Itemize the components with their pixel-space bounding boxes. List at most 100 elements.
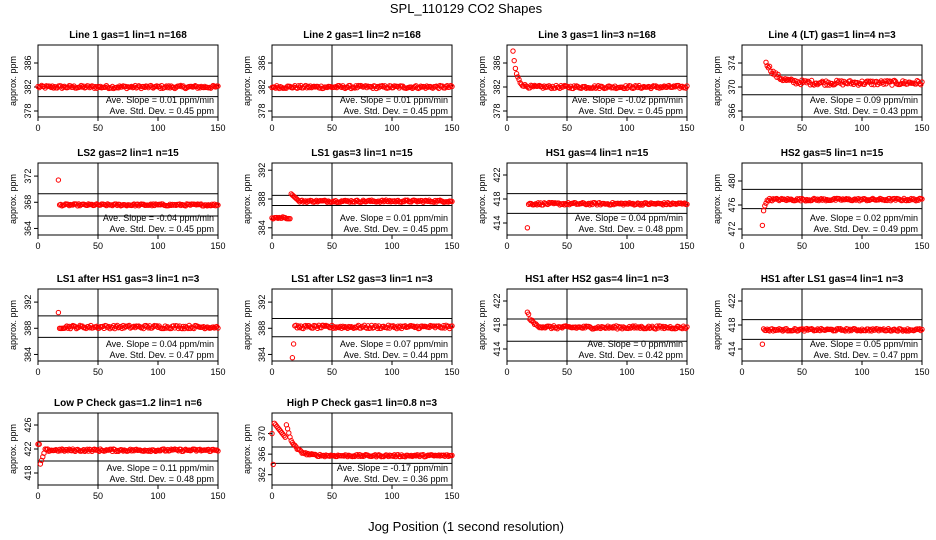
data-point [560,83,567,90]
data-point [585,200,592,207]
data-point [110,323,117,329]
data-point [79,447,86,454]
x-tick-label: 150 [444,367,459,377]
data-point [606,325,612,331]
data-point [275,84,281,91]
y-tick-label: 418 [492,317,502,332]
panel-5: LS2 gas=2 lin=1 n=15 0 50 100 150 364 368 372 ap… [8,148,226,251]
y-tick-label: 382 [257,79,267,94]
data-point [818,196,824,202]
panel-title: Line 1 gas=1 lin=1 n=168 [69,30,187,41]
data-point [150,201,156,207]
y-tick-label: 388 [23,321,33,336]
x-tick-label: 50 [93,491,103,501]
panel-14: High P Check gas=1 lin=0.8 n=3 0 50 100 150 3… [242,398,460,501]
data-point [424,83,430,89]
data-point [445,199,452,205]
std-annotation: Ave. Std. Dev. = 0.47 ppm [814,350,918,360]
y-tick-label: 388 [257,191,267,206]
x-tick-label: 100 [384,491,399,501]
data-point [684,324,690,330]
data-point [440,452,447,458]
data-point [792,77,798,84]
x-tick-label: 50 [327,241,337,251]
data-point [290,341,297,347]
data-point [648,324,654,331]
data-point [513,71,520,77]
data-point [278,84,285,91]
data-point [919,196,925,202]
data-point [765,64,772,71]
x-tick-label: 150 [679,367,694,377]
y-axis-label: approx. ppm [242,300,252,350]
x-tick-label: 100 [619,367,634,377]
y-axis-label: approx. ppm [8,56,18,106]
data-point [448,82,454,89]
data-point [341,324,347,331]
y-tick-label: 366 [727,103,737,118]
data-point [330,325,336,331]
data-point [359,83,365,89]
panel-1: Line 1 gas=1 lin=1 n=168 0 50 100 150 378 382 3… [8,30,226,133]
panel-7: HS1 gas=4 lin=1 n=15 0 50 100 150 414 418 422 ap… [477,148,695,251]
data-point [867,78,874,84]
data-point [656,85,663,91]
data-point [539,325,545,331]
y-axis-label: approx. ppm [712,300,722,350]
slope-annotation: Ave. Slope = 0.02 ppm/min [810,213,918,223]
data-point [813,197,820,203]
data-point [593,200,599,207]
data-point [349,324,356,331]
data-point [203,202,209,208]
data-point [408,84,414,90]
data-point [55,309,62,316]
data-point [343,452,350,458]
data-point [70,202,76,208]
y-tick-label: 378 [492,103,502,118]
x-tick-label: 150 [444,123,459,133]
plot-frame [37,162,219,236]
data-point [918,81,924,88]
data-point [759,222,766,229]
data-point [449,198,455,205]
y-axis-label: approx. ppm [8,174,18,224]
slope-annotation: Ave. Slope = 0.11 ppm/min [107,463,214,473]
data-point [331,324,338,330]
x-tick-label: 0 [35,367,40,377]
plot-frame [741,44,923,118]
data-point [119,84,125,90]
data-point [215,202,221,208]
data-point [870,78,876,85]
data-point [314,325,321,332]
data-point [214,447,220,453]
std-annotation: Ave. Std. Dev. = 0.45 ppm [344,106,448,116]
data-point [515,74,521,80]
y-tick-label: 362 [257,467,267,482]
data-point [849,326,856,333]
plot-frame [506,44,688,118]
data-point [181,84,188,91]
std-annotation: Ave. Std. Dev. = 0.48 ppm [579,224,683,234]
y-tick-label: 422 [23,441,33,456]
data-point [900,328,906,334]
data-point [128,83,135,90]
y-tick-label: 422 [492,167,502,182]
panel-title: HS1 gas=4 lin=1 n=15 [546,148,649,159]
figure-title: SPL_110129 CO2 Shapes [390,1,543,16]
data-point [443,322,449,329]
x-tick-label: 0 [269,367,274,377]
y-axis-label: approx. ppm [712,56,722,106]
panel-8: HS2 gas=5 lin=1 n=15 0 50 100 150 472 476 480 ap… [712,148,930,251]
data-point [818,79,824,86]
panel-11: HS1 after HS2 gas=4 lin=1 n=3 0 50 100 150 41… [477,274,695,377]
y-tick-label: 386 [23,55,33,70]
y-tick-label: 386 [257,55,267,70]
data-point [868,81,875,88]
panel-title: LS2 gas=2 lin=1 n=15 [77,148,179,159]
x-tick-label: 0 [504,123,509,133]
data-point [636,324,642,330]
data-point [571,83,577,89]
panel-title: HS2 gas=5 lin=1 n=15 [781,148,884,159]
plot-frame [37,44,219,118]
y-tick-label: 472 [727,221,737,236]
